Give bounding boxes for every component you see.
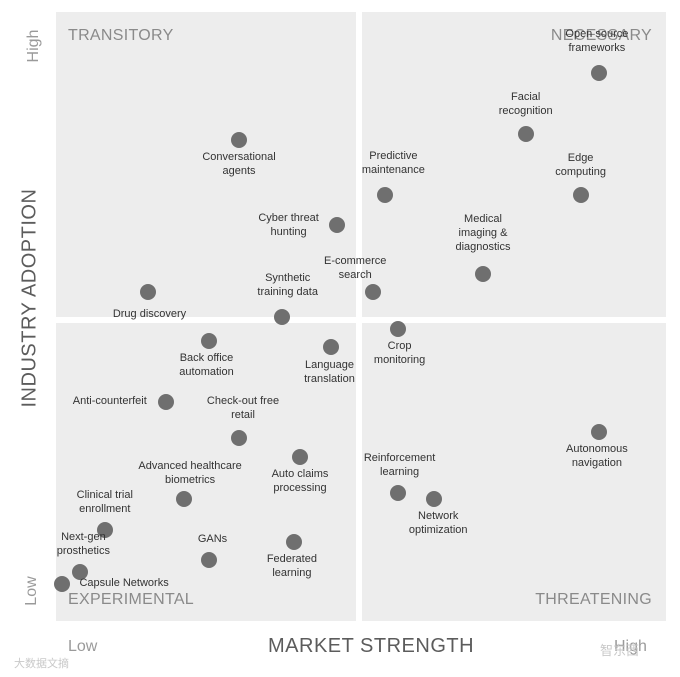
data-point-label: Clinical trial enrollment	[76, 488, 133, 515]
data-point	[322, 338, 339, 355]
data-point	[285, 533, 302, 550]
data-point-label: Drug discovery	[112, 308, 187, 321]
data-point	[365, 284, 382, 301]
data-point	[572, 186, 589, 203]
data-point	[176, 491, 193, 508]
watermark-left: 大数据文摘	[14, 658, 69, 670]
data-point-label: Edge computing	[555, 151, 606, 178]
data-point	[517, 125, 534, 142]
data-point-label: Next-gen prosthetics	[56, 531, 110, 558]
x-tick-low: Low	[68, 638, 98, 655]
data-point-label: Reinforcement learning	[363, 452, 436, 479]
data-point	[231, 131, 247, 148]
data-point-label: Crop monitoring	[373, 339, 426, 366]
data-point-label: Auto claims processing	[271, 467, 329, 494]
y-tick-high: High	[25, 29, 42, 63]
data-point-label: Facial recognition	[498, 90, 553, 117]
y-tick-low: Low	[23, 576, 40, 606]
data-point-label: Synthetic training data	[257, 271, 318, 298]
data-point	[590, 424, 607, 441]
data-point	[475, 265, 491, 282]
data-point-label: Conversational agents	[202, 150, 276, 177]
data-point-label: Language translation	[304, 358, 355, 385]
data-point	[139, 284, 156, 301]
quadrant-top-left	[56, 12, 356, 317]
data-point-label: E-commerce search	[324, 255, 387, 282]
data-point-label: Cyber threat hunting	[258, 212, 319, 239]
quadrant-bottom-left	[56, 323, 356, 621]
data-point-label: Predictive maintenance	[361, 149, 425, 176]
data-point-label: Advanced healthcare biometrics	[138, 460, 242, 487]
data-point	[389, 485, 406, 502]
data-point	[426, 491, 443, 508]
data-point-label: GANs	[197, 533, 228, 546]
data-point	[377, 186, 394, 203]
data-point-label: Anti-counterfeit	[72, 394, 147, 407]
data-point	[273, 308, 290, 325]
data-point-label: Medical imaging & diagnostics	[455, 212, 511, 253]
data-point	[96, 521, 113, 538]
data-point	[292, 448, 308, 465]
x-axis-title: MARKET STRENGTH	[268, 635, 475, 657]
data-point-label: Check-out free retail	[206, 395, 280, 422]
y-axis-title: INDUSTRY ADOPTION	[18, 188, 41, 408]
quadrant-bottom-right	[362, 323, 666, 621]
data-point	[328, 217, 345, 234]
data-point	[54, 576, 71, 593]
data-point-label: Network optimization	[408, 510, 468, 537]
data-point-label: Open source frameworks	[565, 27, 629, 54]
data-point-label: Back office automation	[179, 351, 234, 378]
watermark-right: 智东西	[600, 643, 640, 658]
data-point	[72, 564, 89, 581]
data-point	[157, 393, 174, 410]
quadrant-label-necessary: NECESSARY	[550, 27, 652, 44]
data-point	[590, 64, 607, 81]
quadrant-label-threatening: THREATENING	[535, 591, 652, 608]
data-point	[200, 552, 217, 569]
quadrant-label-transitory: TRANSITORY	[68, 27, 174, 44]
data-point-label: Capsule Networks	[79, 577, 169, 590]
data-point	[389, 320, 406, 337]
data-point-label: Autonomous navigation	[566, 443, 628, 470]
x-tick-high: High	[614, 638, 647, 655]
quadrant-label-experimental: EXPERIMENTAL	[68, 591, 194, 608]
data-point	[200, 332, 217, 349]
data-point	[231, 430, 247, 447]
quadrant-top-right	[362, 12, 666, 317]
data-point-label: Federated learning	[266, 552, 317, 579]
